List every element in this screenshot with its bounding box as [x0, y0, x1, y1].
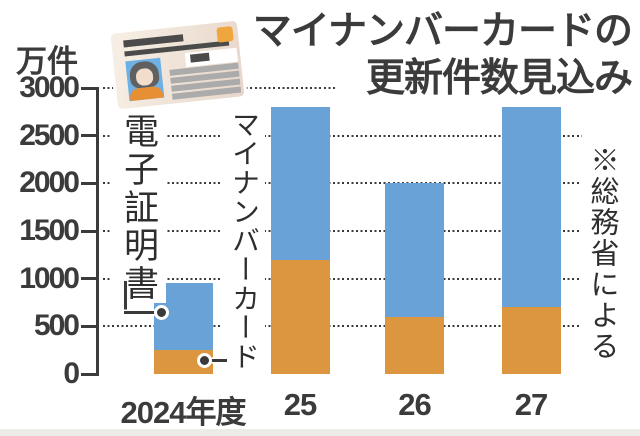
gridline-1000	[103, 277, 582, 280]
bar-fy26-card	[385, 316, 444, 374]
gridline-1500	[103, 230, 582, 232]
certificate-leader-dot	[154, 305, 169, 320]
source-note: ※総務省による	[580, 145, 624, 362]
card-portrait-photo	[125, 57, 165, 102]
chart-title: マイナンバーカードの 更新件数見込み	[252, 8, 633, 102]
y-tick-mark	[81, 134, 97, 138]
y-tick-label: 3000	[19, 71, 80, 104]
y-tick-label: 2000	[19, 166, 80, 200]
bar-fy27-certificate	[501, 107, 561, 308]
bar-fy27-card	[501, 307, 561, 374]
x-axis-label-fy2024: 2024年度	[120, 395, 247, 430]
chart-title-line1: マイナンバーカードの	[252, 10, 633, 53]
card-leader-dot	[197, 353, 212, 368]
gridline-2000	[103, 182, 582, 185]
y-tick-label: 0	[63, 357, 80, 390]
y-tick-mark	[81, 277, 97, 281]
gridline-2500	[103, 134, 582, 137]
gridline-500	[103, 325, 582, 328]
card-leader-horizontal-line	[205, 359, 227, 362]
y-tick-mark	[81, 229, 97, 233]
y-tick-label: 1500	[19, 214, 80, 247]
y-axis-unit-label: 万件	[16, 44, 78, 79]
x-axis-label-fy25: 25	[283, 387, 317, 422]
series-label-mynumber-card: マイナンバーカード	[221, 110, 265, 371]
bar-fy25-card	[270, 259, 330, 374]
series-label-certificate: 電子証明書	[111, 113, 166, 303]
y-axis-line	[96, 87, 99, 376]
bottom-divider-strip	[0, 429, 640, 436]
y-tick-mark	[81, 86, 97, 90]
x-axis-label-fy26: 26	[398, 387, 431, 422]
y-tick-label: 1000	[19, 261, 80, 295]
x-axis-label-fy27: 27	[514, 387, 548, 422]
certificate-leader-vertical-line	[124, 281, 127, 314]
y-tick-label: 2500	[19, 118, 80, 152]
certificate-leader-horizontal-line	[124, 311, 157, 314]
portrait-shirt	[129, 85, 164, 102]
y-tick-mark	[81, 181, 97, 185]
bar-fy25-certificate	[270, 107, 330, 260]
bar-fy26-certificate	[385, 183, 444, 317]
y-tick-label: 500	[33, 309, 80, 343]
y-tick-mark	[81, 324, 97, 328]
y-tick-mark	[81, 372, 97, 376]
mynumber-card-illustration	[107, 17, 248, 113]
chart-title-line2: 更新件数見込み	[365, 57, 633, 100]
card-chip-icon	[216, 26, 234, 43]
